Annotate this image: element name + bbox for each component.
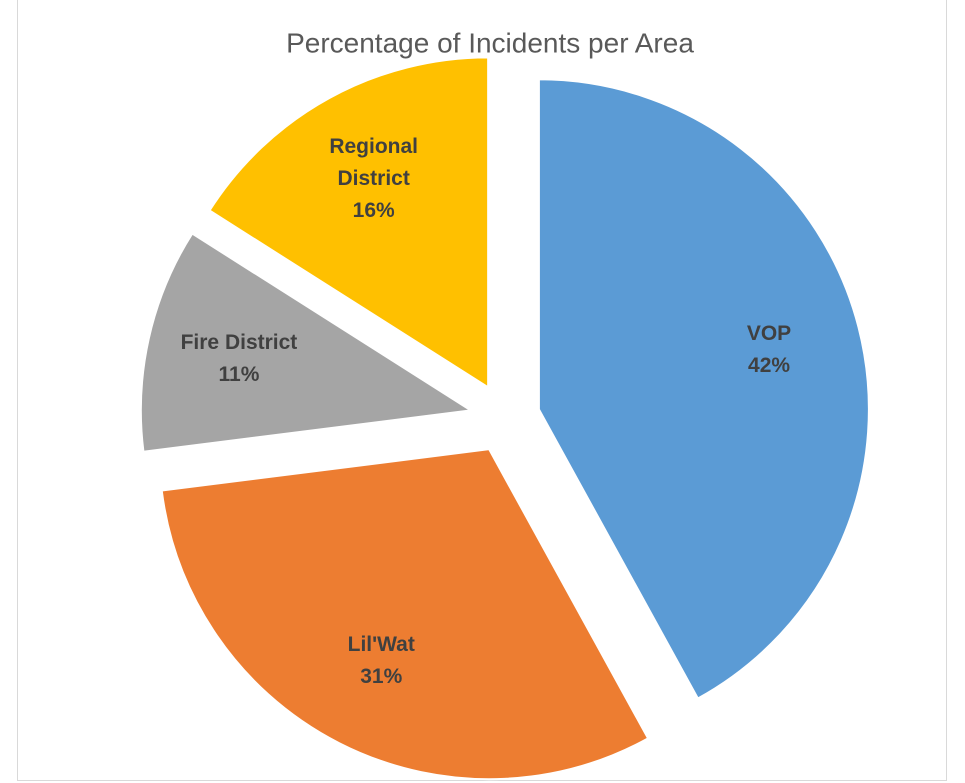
data-label: Lil'Wat 31% [301,629,461,693]
pie-slice [208,56,490,390]
slice-name: Lil'Wat [347,632,415,656]
pie-slice [160,448,650,781]
data-label: Fire District 11% [159,327,319,391]
slice-value: 16% [352,199,395,223]
slice-value: 42% [748,354,791,378]
data-label: VOP 42% [689,318,849,382]
data-label: Regional District 16% [294,131,454,227]
slice-value: 11% [218,362,260,386]
chart-title: Percentage of Incidents per Area [286,27,694,58]
slice-name: Fire District [180,330,298,354]
chart-frame [17,0,947,781]
slice-name: VOP [746,322,792,346]
slice-name: Regional District [329,135,419,191]
pie-slice [537,78,870,700]
slice-value: 31% [360,664,403,688]
pie-slice [139,232,474,453]
